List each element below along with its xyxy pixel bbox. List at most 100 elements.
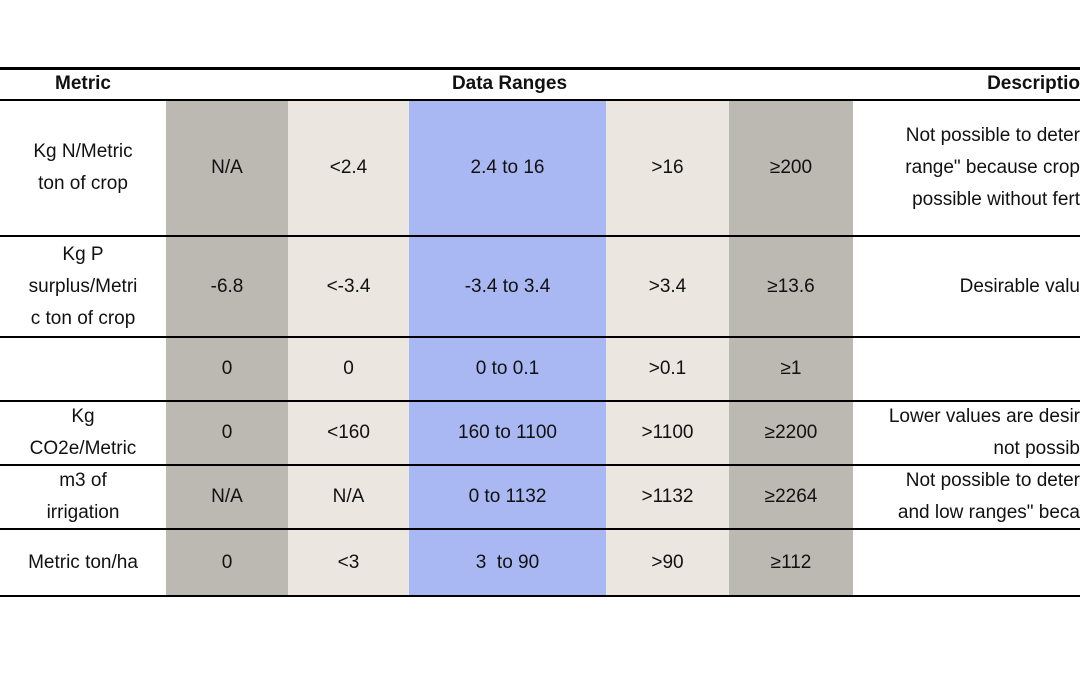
border-line: [0, 99, 1080, 101]
range-cell: <-3.4: [288, 236, 409, 337]
description-cell: Not possible to deter and low ranges" bec…: [853, 465, 1080, 529]
cell-text: Kg N/Metric: [33, 141, 133, 162]
header-cell: Data Ranges: [166, 68, 853, 100]
cell-text: Metric ton/ha: [28, 551, 138, 573]
metric-cell: [0, 337, 166, 401]
cell-text: 0 to 0.1: [475, 358, 540, 379]
cell-text: Not possible to deter: [905, 470, 1080, 491]
border-line: [0, 67, 1080, 70]
cell-text: CO2e/Metric: [29, 438, 137, 459]
range-cell: ≥1: [729, 337, 853, 401]
range-cell: ≥2200: [729, 401, 853, 465]
cell-text: N/A: [211, 486, 243, 507]
border-line: [0, 400, 1080, 402]
cell-text: 160 to 1100: [458, 422, 557, 443]
range-cell: 0 to 1132: [409, 465, 606, 529]
range-cell: 2.4 to 16: [409, 100, 606, 236]
cell-text: ≥2264: [764, 486, 818, 507]
cell-text: ≥13.6: [767, 275, 815, 297]
cell-text: 0: [343, 358, 354, 379]
range-cell: <160: [288, 401, 409, 465]
cell-text: Kg: [71, 406, 95, 427]
range-cell: 0: [166, 529, 288, 596]
cell-text: surplus/Metri: [28, 275, 138, 297]
range-cell: ≥2264: [729, 465, 853, 529]
cell-text: >1132: [641, 486, 694, 507]
cell-text: Descriptio: [987, 73, 1080, 94]
metric-cell: Kg CO2e/Metric: [0, 401, 166, 465]
cell-text: 0: [221, 358, 233, 379]
metric-cell: Metric ton/ha: [0, 529, 166, 596]
border-line: [0, 235, 1080, 237]
metric-cell: m3 of irrigation: [0, 465, 166, 529]
cell-text: irrigation: [46, 502, 120, 523]
border-line: [0, 528, 1080, 530]
range-cell: 3 to 90: [409, 529, 606, 596]
cell-text: >1100: [641, 422, 694, 443]
cell-text: ≥2200: [764, 422, 818, 443]
cell-text: Desirable valu: [959, 275, 1080, 297]
cell-text: >16: [651, 157, 684, 178]
border-line: [0, 464, 1080, 466]
cell-text: ton of crop: [38, 173, 128, 194]
range-cell: 0: [288, 337, 409, 401]
range-cell: -6.8: [166, 236, 288, 337]
cell-text: 3 to 90: [475, 551, 540, 573]
range-cell: >16: [606, 100, 729, 236]
cell-text: c ton of crop: [30, 307, 136, 329]
range-cell: 0: [166, 401, 288, 465]
range-cell: >3.4: [606, 236, 729, 337]
cell-text: Not possible to deter: [905, 125, 1080, 146]
cell-text: <160: [327, 422, 370, 443]
range-cell: -3.4 to 3.4: [409, 236, 606, 337]
description-cell: Desirable valu: [853, 236, 1080, 337]
range-cell: <3: [288, 529, 409, 596]
cell-text: ≥200: [769, 157, 813, 178]
cell-text: not possib: [993, 438, 1080, 459]
border-line: [0, 595, 1080, 597]
border-line: [0, 336, 1080, 338]
cell-text: Data Ranges: [451, 73, 568, 94]
metric-cell: Kg N/Metric ton of crop: [0, 100, 166, 236]
description-cell: Lower values are desir not possib: [853, 401, 1080, 465]
range-cell: >90: [606, 529, 729, 596]
header-cell: Metric: [0, 68, 166, 100]
cell-text: 2.4 to 16: [470, 157, 545, 178]
metric-cell: Kg P surplus/Metri c ton of crop: [0, 236, 166, 337]
cell-text: >3.4: [648, 275, 687, 297]
description-cell: [853, 529, 1080, 596]
cell-text: -6.8: [210, 275, 244, 297]
range-cell: <2.4: [288, 100, 409, 236]
cell-text: Kg P: [62, 243, 104, 265]
cell-text: >90: [651, 551, 684, 573]
cell-text: >0.1: [648, 358, 687, 379]
description-cell: Not possible to deter range" because crop…: [853, 100, 1080, 236]
range-cell: ≥200: [729, 100, 853, 236]
cell-text: ≥1: [780, 358, 802, 379]
range-cell: >1132: [606, 465, 729, 529]
range-cell: N/A: [288, 465, 409, 529]
range-cell: N/A: [166, 100, 288, 236]
range-cell: 160 to 1100: [409, 401, 606, 465]
cell-text: -3.4 to 3.4: [464, 275, 551, 297]
cell-text: N/A: [211, 157, 243, 178]
range-cell: >1100: [606, 401, 729, 465]
range-cell: 0 to 0.1: [409, 337, 606, 401]
range-cell: N/A: [166, 465, 288, 529]
cell-text: m3 of: [59, 470, 107, 491]
cell-text: 0 to 1132: [468, 486, 547, 507]
range-cell: >0.1: [606, 337, 729, 401]
cell-text: 0: [221, 551, 233, 573]
cell-text: <2.4: [329, 157, 368, 178]
cell-text: ≥112: [770, 551, 812, 573]
cell-text: range" because crop: [905, 157, 1080, 178]
range-cell: ≥112: [729, 529, 853, 596]
cell-text: and low ranges" beca: [897, 502, 1080, 523]
range-cell: ≥13.6: [729, 236, 853, 337]
header-cell: Descriptio: [853, 68, 1080, 100]
cell-text: <3: [337, 551, 360, 573]
cell-text: Metric: [55, 73, 111, 94]
cell-text: N/A: [332, 486, 365, 507]
cell-text: Lower values are desir: [888, 406, 1080, 427]
